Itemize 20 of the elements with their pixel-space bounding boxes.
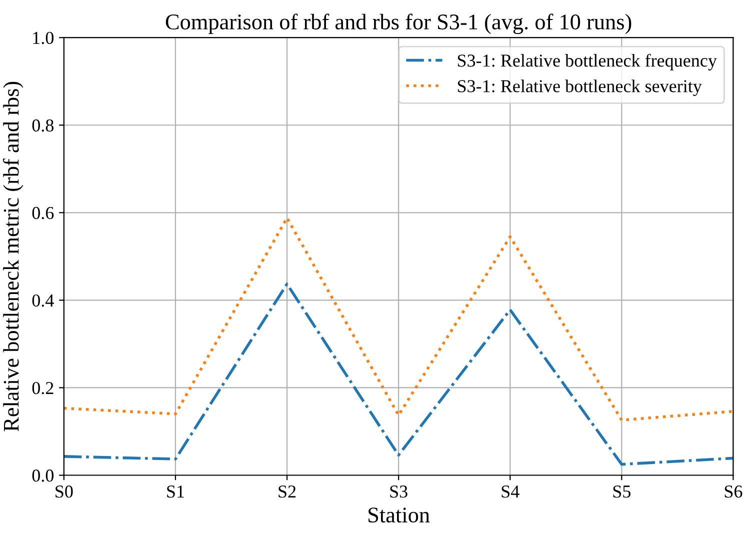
x-tick-label: S6 xyxy=(724,486,742,498)
x-tick-label: S1 xyxy=(167,486,184,498)
line-series xyxy=(64,216,734,422)
x-tick-label: S5 xyxy=(613,486,630,498)
y-tick-label: 0.0 xyxy=(32,470,54,482)
x-tick-label: S2 xyxy=(278,486,296,498)
y-axis-title: Relative bottleneck metric (rbf and rbs) xyxy=(2,82,24,432)
chart-title: Comparison of rbf and rbs for S3-1 (avg. of 10 runs) xyxy=(166,14,632,34)
y-tick-label: 1.0 xyxy=(33,32,54,44)
x-tick-label: S3 xyxy=(390,486,408,498)
x-axis-title: Station xyxy=(368,508,430,523)
y-tick-label: 0.8 xyxy=(32,119,54,132)
y-tick-label: 0.4 xyxy=(32,294,54,307)
y-tick-label: 0.6 xyxy=(32,206,54,220)
legend-label: S3-1: Relative bottleneck severity xyxy=(458,80,702,96)
line-series xyxy=(64,282,734,466)
x-tick-label: S0 xyxy=(56,485,73,498)
legend-label: S3-1: Relative bottleneck frequency xyxy=(458,54,717,70)
x-tick-label: S4 xyxy=(502,486,520,498)
y-tick-label: 0.2 xyxy=(32,382,54,394)
